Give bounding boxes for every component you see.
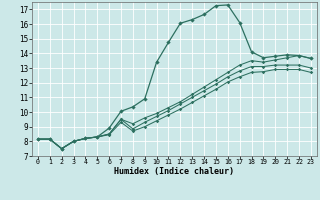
X-axis label: Humidex (Indice chaleur): Humidex (Indice chaleur)	[115, 167, 234, 176]
